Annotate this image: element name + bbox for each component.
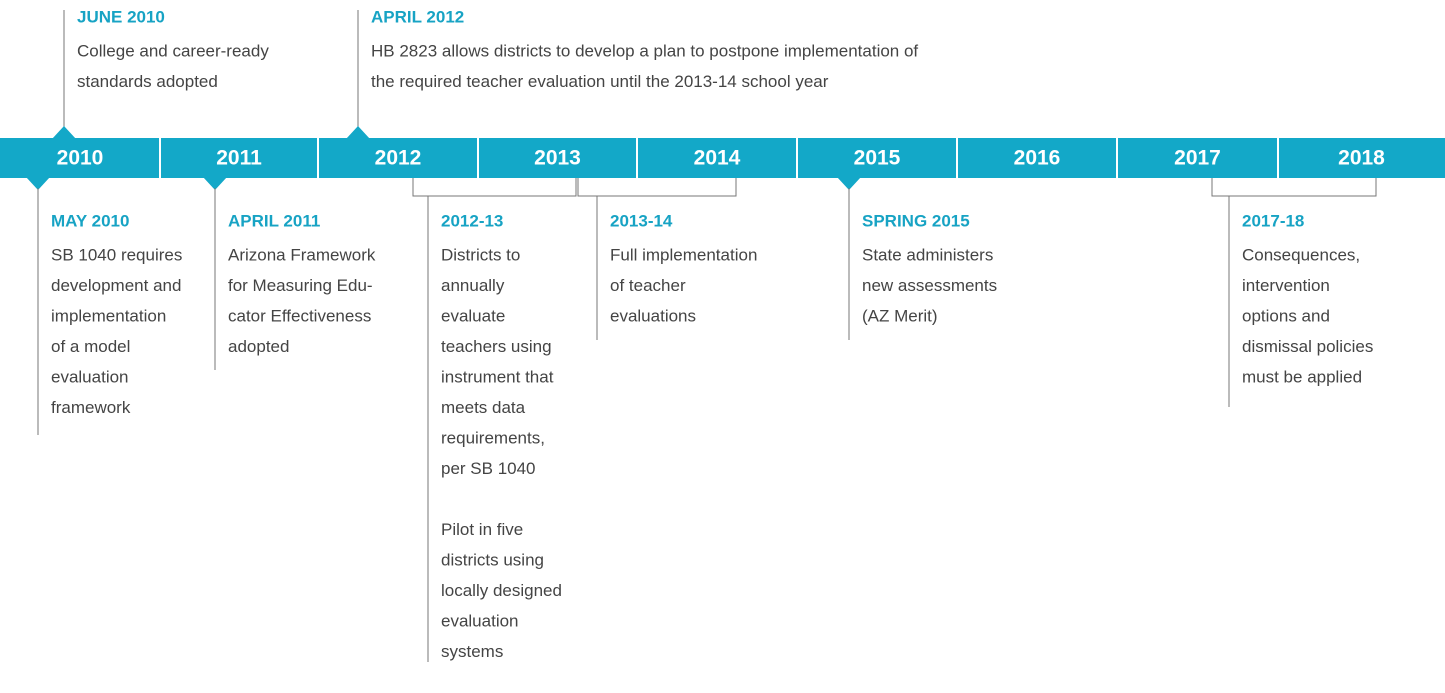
event-text: Full implementation	[610, 245, 757, 264]
bracket	[412, 178, 577, 197]
pointer	[26, 177, 50, 190]
event-text: per SB 1040	[441, 459, 536, 478]
event-text: implementation	[51, 306, 166, 325]
pointer	[203, 177, 227, 190]
year-label: 2017	[1174, 147, 1221, 170]
event-text: evaluations	[610, 306, 696, 325]
event-text: adopted	[228, 337, 289, 356]
event-text: new assessments	[862, 276, 997, 295]
event-heading: SPRING 2015	[862, 211, 970, 230]
bracket	[577, 178, 737, 197]
event-heading: 2017-18	[1242, 211, 1304, 230]
year-label: 2010	[57, 147, 104, 170]
event-text: districts using	[441, 550, 544, 569]
year-label: 2016	[1014, 147, 1061, 170]
event-text: State administers	[862, 245, 993, 264]
year-label: 2015	[854, 147, 901, 170]
year-label: 2018	[1338, 147, 1385, 170]
event-heading: APRIL 2012	[371, 7, 464, 26]
event-text: meets data	[441, 398, 526, 417]
pointer	[52, 126, 76, 139]
event-text: locally designed	[441, 581, 562, 600]
event-text: evaluation	[51, 367, 129, 386]
year-band	[0, 138, 1445, 178]
event-text: dismissal policies	[1242, 337, 1373, 356]
event-text: SB 1040 requires	[51, 245, 182, 264]
year-label: 2013	[534, 147, 581, 170]
event-heading: APRIL 2011	[228, 211, 320, 230]
event-text: of teacher	[610, 276, 686, 295]
event-text: cator Effectiveness	[228, 306, 371, 325]
event-text: of a model	[51, 337, 130, 356]
event-text: options and	[1242, 306, 1330, 325]
pointer	[837, 177, 861, 190]
year-label: 2014	[694, 147, 741, 170]
event-text: instrument that	[441, 367, 554, 386]
event-heading: MAY 2010	[51, 211, 129, 230]
event-text: for Measuring Edu-	[228, 276, 373, 295]
event-text: teachers using	[441, 337, 552, 356]
event-text: requirements,	[441, 428, 545, 447]
year-label: 2011	[216, 147, 262, 170]
event-heading: 2013-14	[610, 211, 673, 230]
event-text: standards adopted	[77, 72, 218, 91]
pointer	[346, 126, 370, 139]
event-text: Arizona Framework	[228, 245, 376, 264]
event-text: HB 2823 allows districts to develop a pl…	[371, 41, 918, 60]
event-text: framework	[51, 398, 131, 417]
event-text: Districts to	[441, 245, 520, 264]
event-text: the required teacher evaluation until th…	[371, 72, 829, 91]
event-text: development and	[51, 276, 181, 295]
event-text: College and career-ready	[77, 41, 269, 60]
event-text: evaluation	[441, 611, 519, 630]
bracket	[1211, 178, 1377, 197]
event-text: Consequences,	[1242, 245, 1360, 264]
event-text: intervention	[1242, 276, 1330, 295]
event-text: (AZ Merit)	[862, 306, 938, 325]
event-heading: 2012-13	[441, 211, 503, 230]
event-text: systems	[441, 642, 503, 661]
event-text: annually	[441, 276, 505, 295]
event-text: Pilot in five	[441, 520, 523, 539]
event-heading: JUNE 2010	[77, 7, 165, 26]
event-text: evaluate	[441, 306, 505, 325]
event-text: must be applied	[1242, 367, 1362, 386]
year-label: 2012	[375, 147, 422, 170]
